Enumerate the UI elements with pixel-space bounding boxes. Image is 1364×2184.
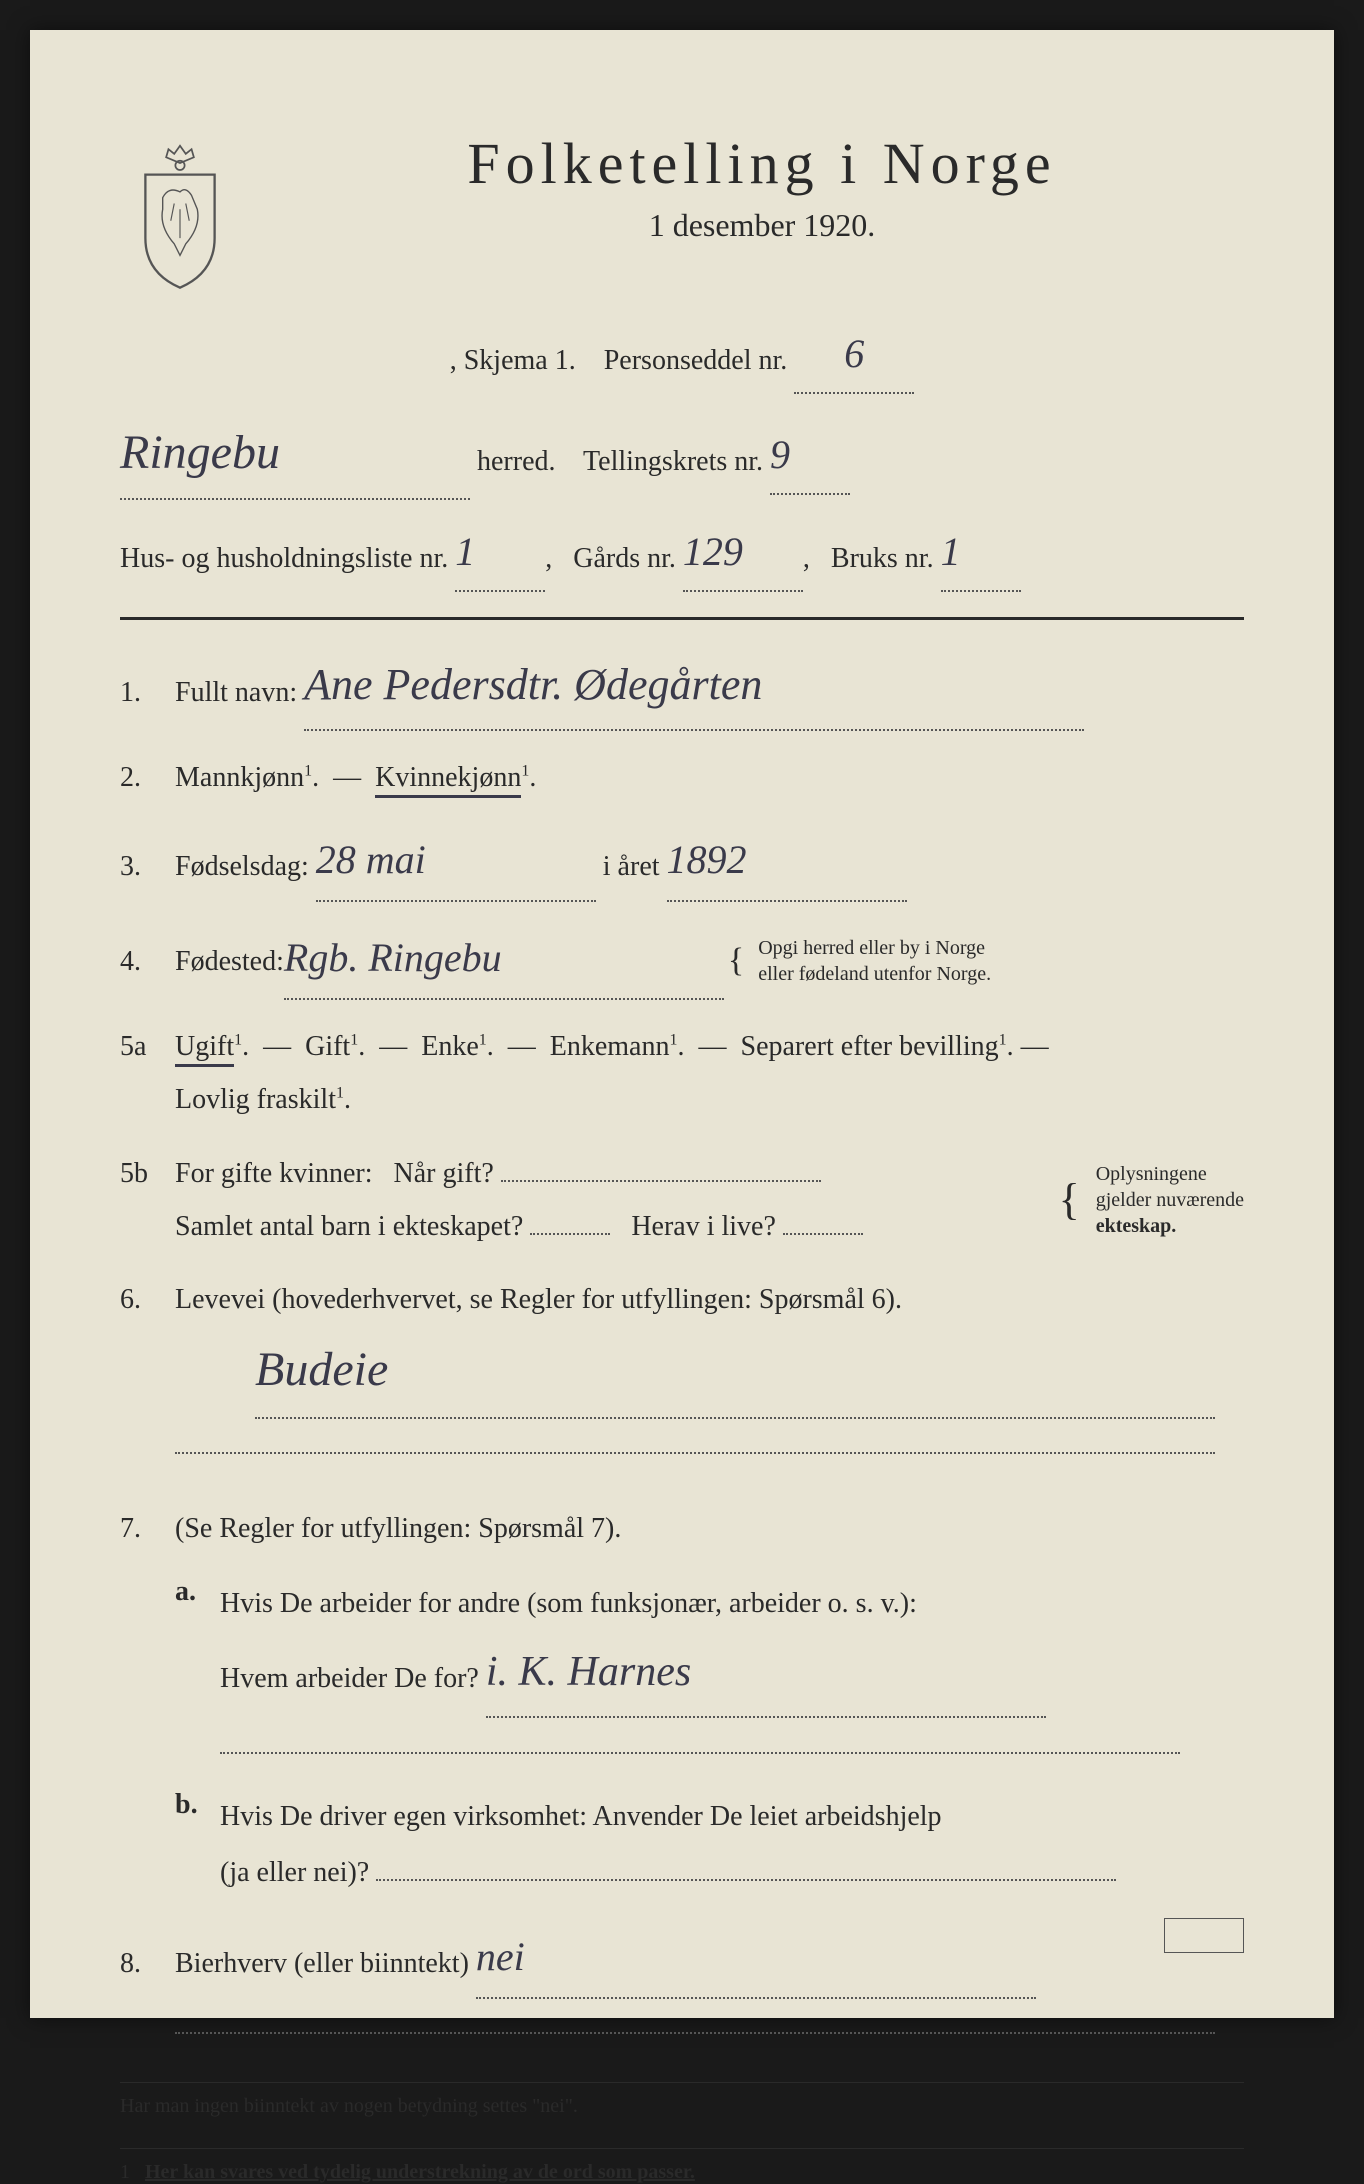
item-7a-value: i. K. Harnes bbox=[486, 1630, 691, 1714]
gards-value: 129 bbox=[683, 516, 743, 588]
opt-fraskilt: Lovlig fraskilt bbox=[175, 1084, 336, 1115]
item-3-mid: i året bbox=[603, 851, 660, 882]
herred-line: Ringebu herred. Tellingskrets nr. 9 bbox=[120, 412, 1244, 500]
item-1-num: 1. bbox=[120, 677, 175, 709]
item-1: 1. Fullt navn: Ane Pedersdtr. Ødegårten bbox=[120, 645, 1244, 731]
item-5b-note: Oplysningene gjelder nuværende ekteskap. bbox=[1096, 1161, 1244, 1239]
opt-gift: Gift bbox=[305, 1031, 350, 1062]
item-4-note: Opgi herred eller by i Norge eller fødel… bbox=[758, 935, 991, 987]
opt-enke: Enke bbox=[421, 1031, 479, 1062]
item-8-value: nei bbox=[476, 1919, 525, 1995]
item-4-label: Fødested: bbox=[175, 935, 284, 988]
footnote-divider-1 bbox=[120, 2082, 1244, 2083]
item-3-year: 1892 bbox=[667, 822, 747, 898]
main-title: Folketelling i Norge bbox=[280, 130, 1244, 197]
item-7b-line2: (ja eller nei)? bbox=[220, 1857, 369, 1888]
footnote-1: Har man ingen biinntekt av nogen betydni… bbox=[120, 2095, 1244, 2118]
printer-mark bbox=[1164, 1918, 1244, 1953]
item-6-value: Budeie bbox=[255, 1324, 388, 1415]
item-7a-line1: Hvis De arbeider for andre (som funksjon… bbox=[220, 1588, 917, 1619]
opt-ugift: Ugift bbox=[175, 1031, 234, 1067]
item-8: 8. Bierhverv (eller biinntekt) nei bbox=[120, 1921, 1244, 2052]
coat-of-arms-icon bbox=[120, 140, 240, 290]
item-7a: a. Hvis De arbeider for andre (som funks… bbox=[175, 1576, 1244, 1774]
item-5b-q1: Når gift? bbox=[394, 1158, 494, 1189]
item-7a-letter: a. bbox=[175, 1576, 220, 1774]
item-5a-num: 5a bbox=[120, 1031, 175, 1063]
item-7b-line1: Hvis De driver egen virksomhet: Anvender… bbox=[220, 1801, 942, 1832]
item-8-label: Bierhverv (eller biinntekt) bbox=[175, 1948, 469, 1979]
opt-enkemann: Enkemann bbox=[550, 1031, 670, 1062]
item-5b-q3: Herav i live? bbox=[631, 1211, 776, 1242]
footnote-divider-2 bbox=[120, 2148, 1244, 2149]
husliste-label: Hus- og husholdningsliste nr. bbox=[120, 543, 448, 574]
item-5b-num: 5b bbox=[120, 1158, 175, 1190]
tellingskrets-label: Tellingskrets nr. bbox=[583, 446, 763, 477]
item-5b-label: For gifte kvinner: bbox=[175, 1158, 373, 1189]
footnote-2: 1 Her kan svares ved tydelig understrekn… bbox=[120, 2161, 1244, 2184]
item-4-num: 4. bbox=[120, 946, 175, 978]
item-7-label: (Se Regler for utfyllingen: Spørsmål 7). bbox=[175, 1513, 621, 1544]
item-6-num: 6. bbox=[120, 1284, 175, 1316]
skjema-line: , Skjema 1. Personseddel nr. 6 bbox=[120, 320, 1244, 394]
item-7-num: 7. bbox=[120, 1513, 175, 1545]
item-3-day: 28 mai bbox=[316, 822, 426, 898]
item-5a: 5a Ugift1. — Gift1. — Enke1. — Enkemann1… bbox=[120, 1020, 1244, 1126]
tellingskrets-value: 9 bbox=[770, 419, 790, 491]
bruks-value: 1 bbox=[941, 516, 961, 588]
opt-separert: Separert efter bevilling bbox=[741, 1031, 999, 1062]
item-6-label: Levevei (hovederhvervet, se Regler for u… bbox=[175, 1284, 902, 1315]
item-5b-q2: Samlet antal barn i ekteskapet? bbox=[175, 1211, 523, 1242]
skjema-label: Skjema 1. bbox=[464, 345, 576, 376]
personseddel-label: Personseddel nr. bbox=[604, 345, 788, 376]
item-2-num: 2. bbox=[120, 762, 175, 794]
title-block: Folketelling i Norge 1 desember 1920. bbox=[280, 130, 1244, 244]
item-2-mann: Mannkjønn bbox=[175, 762, 304, 793]
husliste-value: 1 bbox=[455, 516, 475, 588]
item-8-num: 8. bbox=[120, 1948, 175, 1980]
item-7a-line2: Hvem arbeider De for? bbox=[220, 1663, 479, 1694]
item-4-value: Rgb. Ringebu bbox=[284, 920, 502, 996]
item-7b: b. Hvis De driver egen virksomhet: Anven… bbox=[175, 1789, 1244, 1901]
herred-value: Ringebu bbox=[120, 410, 280, 496]
personseddel-value: 6 bbox=[844, 318, 864, 390]
husliste-line: Hus- og husholdningsliste nr. 1, Gårds n… bbox=[120, 518, 1244, 592]
item-2-kvinne: Kvinnekjønn bbox=[375, 762, 521, 798]
item-7: 7. (Se Regler for utfyllingen: Spørsmål … bbox=[120, 1502, 1244, 1555]
census-form-document: Folketelling i Norge 1 desember 1920. , … bbox=[30, 30, 1334, 2018]
document-header: Folketelling i Norge 1 desember 1920. bbox=[120, 130, 1244, 290]
item-3-label: Fødselsdag: bbox=[175, 851, 309, 882]
gards-label: Gårds nr. bbox=[573, 543, 676, 574]
item-2: 2. Mannkjønn1. — Kvinnekjønn1. bbox=[120, 751, 1244, 804]
item-1-label: Fullt navn: bbox=[175, 677, 297, 708]
subtitle: 1 desember 1920. bbox=[280, 207, 1244, 244]
bruks-label: Bruks nr. bbox=[831, 543, 934, 574]
item-3: 3. Fødselsdag: 28 mai i året 1892 bbox=[120, 824, 1244, 902]
item-1-value: Ane Pedersdtr. Ødegårten bbox=[304, 643, 762, 727]
item-3-num: 3. bbox=[120, 851, 175, 883]
item-4: 4. Fødested: Rgb. Ringebu { Opgi herred … bbox=[120, 922, 1244, 1000]
item-6: 6. Levevei (hovederhvervet, se Regler fo… bbox=[120, 1273, 1244, 1473]
item-7b-letter: b. bbox=[175, 1789, 220, 1901]
herred-label: herred. bbox=[477, 446, 556, 477]
item-5b: 5b For gifte kvinner: Når gift? Samlet a… bbox=[120, 1147, 1244, 1253]
divider-1 bbox=[120, 617, 1244, 620]
